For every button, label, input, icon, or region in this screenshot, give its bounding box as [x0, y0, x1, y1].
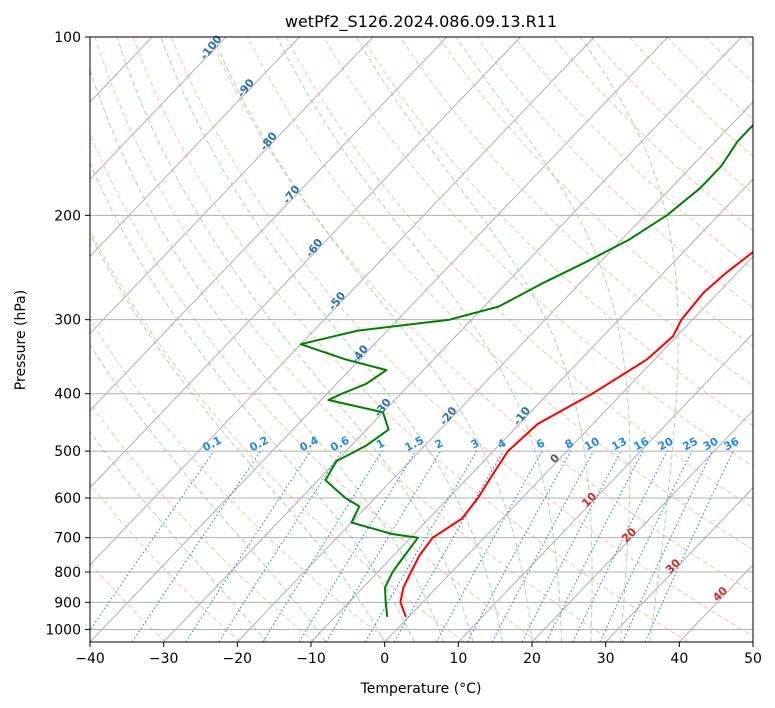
x-tick-label: −10	[296, 651, 326, 667]
y-tick-label: 200	[54, 208, 81, 224]
y-axis-label: Pressure (hPa)	[13, 290, 29, 390]
x-axis-label: Temperature (°C)	[360, 681, 482, 697]
mixing-ratio-line	[644, 450, 734, 642]
dry-adiabat-line	[208, 37, 753, 594]
dewpoint-profile	[299, 123, 753, 618]
isotherm-line	[90, 37, 374, 335]
x-tick-label: 10	[449, 651, 467, 667]
mixing-ratio-label: 10	[582, 435, 602, 454]
moist-adiabat-line	[455, 37, 631, 642]
y-tick-label: 500	[54, 444, 81, 460]
y-tick-label: 600	[54, 491, 81, 507]
isotherm-line	[90, 37, 669, 642]
moist-adiabat-line	[212, 37, 533, 642]
x-tick-label: 0	[380, 651, 389, 667]
isotherm-line	[90, 37, 595, 566]
dry-adiabat-line	[514, 37, 753, 270]
isotherm-line	[605, 487, 753, 642]
x-tick-label: 30	[597, 651, 615, 667]
dry-adiabat-line	[170, 37, 753, 637]
moist-adiabat-line	[90, 343, 327, 642]
mixing-ratio-label: 16	[632, 435, 652, 454]
mixing-ratio-label: 20	[656, 435, 676, 454]
mixing-ratio-label: 25	[680, 435, 700, 454]
moist-adiabat-line	[90, 68, 445, 642]
dry-adiabat-line	[90, 401, 316, 642]
y-tick-label: 700	[54, 531, 81, 547]
mixing-ratio-label: 36	[722, 435, 742, 454]
y-tick-label: 800	[54, 565, 81, 581]
isotherm-line	[310, 178, 753, 642]
mixing-ratio-line	[325, 450, 442, 642]
mixing-ratio-line	[262, 450, 383, 642]
mixing-ratio-line	[621, 450, 713, 642]
mixing-ratio-line	[90, 450, 215, 631]
x-tick-label: 50	[744, 651, 762, 667]
moist-adiabat-line	[90, 233, 386, 642]
mixing-ratio-line	[572, 450, 668, 642]
mixing-ratio-label: 13	[609, 435, 629, 454]
mixing-ratio-line	[467, 450, 572, 642]
dry-adiabat-line	[361, 37, 753, 427]
mixing-ratio-label: 30	[701, 435, 721, 454]
isotherm-line	[90, 37, 521, 489]
isotherm-line	[236, 101, 753, 642]
plot-background	[90, 37, 753, 642]
dry-adiabat-line	[94, 37, 614, 642]
mixing-ratio-line	[435, 450, 543, 642]
y-tick-label: 300	[54, 313, 81, 329]
moist-adiabat-line	[580, 37, 679, 642]
isotherm-line	[90, 37, 227, 180]
moist-adiabat-line	[276, 37, 562, 642]
y-tick-label: 100	[54, 30, 81, 46]
isotherm-line	[163, 37, 742, 642]
dry-adiabat-line	[590, 37, 753, 195]
mixing-ratio-line	[393, 450, 504, 642]
x-tick-label: 40	[670, 651, 688, 667]
dry-adiabat-line	[90, 318, 390, 642]
isotherm-line	[457, 332, 753, 642]
plot-grid	[90, 37, 753, 642]
moist-adiabat-line	[160, 37, 503, 642]
dry-adiabat-line	[90, 132, 540, 642]
x-tick-label: −20	[223, 651, 253, 667]
chart-title: wetPf2_S126.2024.086.09.13.R11	[285, 12, 557, 32]
mixing-ratio-line	[218, 450, 342, 642]
dry-adiabat-line	[247, 37, 753, 551]
isotherm-line	[90, 37, 300, 258]
axes: −40 −30 −20 −10 0 10 20 30 40 50 100 200 300 400 500 60…	[45, 30, 762, 667]
isotherm-line	[384, 255, 753, 642]
x-tick-label: 20	[523, 651, 541, 667]
y-tick-label: 1000	[45, 622, 81, 638]
mixing-ratio-line	[599, 450, 693, 642]
isotherm-line	[90, 37, 448, 412]
y-tick-label: 900	[54, 595, 81, 611]
dry-adiabat-line	[399, 37, 753, 387]
mixing-ratio-line	[298, 450, 417, 642]
moist-adiabat-line	[116, 37, 474, 642]
x-tick-label: −40	[75, 651, 105, 667]
moist-adiabat-line	[355, 37, 593, 642]
temperature-profile	[399, 250, 753, 618]
isotherm-line	[531, 409, 753, 642]
mixing-ratio-line	[364, 450, 478, 642]
plot-frame	[89, 36, 754, 643]
x-tick-label: −30	[149, 651, 179, 667]
y-tick-label: 400	[54, 387, 81, 403]
dry-adiabat-line	[90, 229, 465, 642]
profile-lines	[299, 123, 753, 618]
